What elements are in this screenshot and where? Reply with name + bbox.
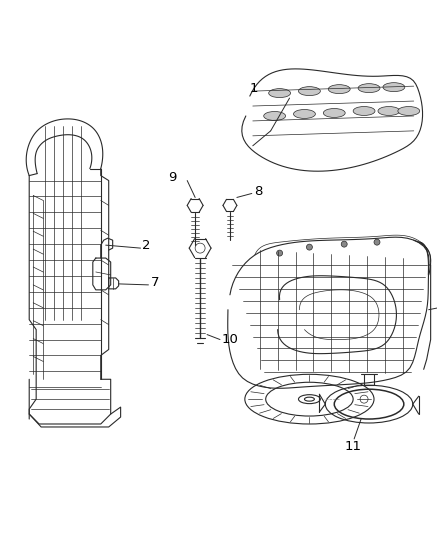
- Ellipse shape: [353, 107, 375, 116]
- Text: 1: 1: [250, 82, 258, 95]
- Ellipse shape: [328, 85, 350, 94]
- Text: 10: 10: [222, 333, 239, 346]
- Circle shape: [374, 239, 380, 245]
- Text: 8: 8: [254, 185, 262, 198]
- Text: 9: 9: [168, 171, 177, 184]
- Text: 2: 2: [142, 239, 151, 252]
- Ellipse shape: [323, 109, 345, 117]
- Ellipse shape: [293, 109, 315, 118]
- Circle shape: [341, 241, 347, 247]
- Ellipse shape: [383, 83, 405, 92]
- Ellipse shape: [378, 107, 400, 116]
- Text: 7: 7: [150, 277, 159, 289]
- Ellipse shape: [268, 88, 290, 98]
- Ellipse shape: [358, 84, 380, 93]
- Circle shape: [277, 250, 283, 256]
- Circle shape: [307, 244, 312, 250]
- Text: 11: 11: [344, 440, 361, 454]
- Ellipse shape: [264, 111, 286, 120]
- Ellipse shape: [398, 107, 420, 116]
- Ellipse shape: [298, 87, 320, 95]
